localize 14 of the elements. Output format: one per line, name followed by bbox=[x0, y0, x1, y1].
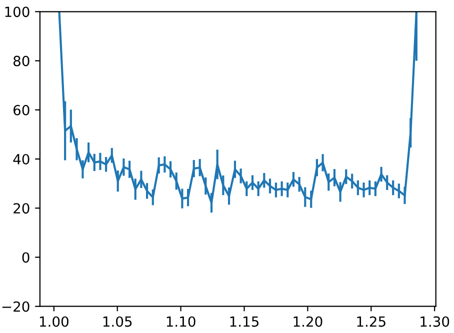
x-tick-label: 1.05 bbox=[103, 316, 132, 327]
y-tick-label: −20 bbox=[2, 301, 30, 312]
y-tick-label: 60 bbox=[14, 104, 30, 116]
y-tick-label: 80 bbox=[14, 56, 30, 66]
x-tick-label: 1.20 bbox=[294, 316, 322, 327]
y-tick-label: 20 bbox=[14, 203, 30, 214]
y-tick-label: 40 bbox=[13, 154, 30, 164]
x-tick-label: 1.25 bbox=[357, 316, 386, 327]
x-tick-label: 1.30 bbox=[420, 316, 450, 327]
y-tick-label: 100 bbox=[5, 6, 30, 18]
x-tick-label: 1.10 bbox=[166, 316, 196, 327]
x-tick-label: 1.15 bbox=[230, 316, 258, 327]
x-tick-label: 1.00 bbox=[40, 316, 68, 327]
y-tick-label: 0 bbox=[22, 252, 30, 263]
